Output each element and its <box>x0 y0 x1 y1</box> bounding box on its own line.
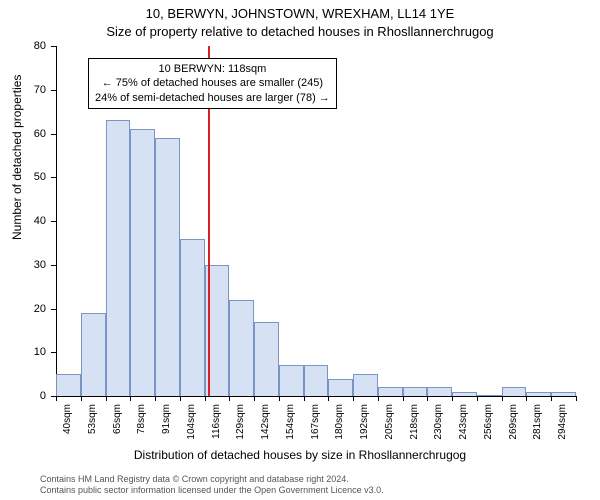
xtick-label: 243sqm <box>458 404 469 444</box>
xtick-mark <box>502 396 503 401</box>
histogram-bar <box>378 387 403 396</box>
xtick-mark <box>180 396 181 401</box>
histogram-bar <box>304 365 329 396</box>
histogram-bar <box>353 374 378 396</box>
histogram-bar <box>502 387 527 396</box>
histogram-bar <box>328 379 353 397</box>
xtick-label: 256sqm <box>483 404 494 444</box>
histogram-bar <box>526 392 551 396</box>
histogram-bar <box>180 239 205 397</box>
histogram-bar <box>254 322 279 396</box>
xtick-label: 294sqm <box>557 404 568 444</box>
xtick-label: 78sqm <box>136 404 147 444</box>
xtick-mark <box>551 396 552 401</box>
ytick-mark <box>51 177 56 178</box>
ytick-label: 60 <box>6 128 46 140</box>
ytick-label: 50 <box>6 171 46 183</box>
ytick-mark <box>51 352 56 353</box>
annotation-line2: ← 75% of detached houses are smaller (24… <box>95 76 330 90</box>
ytick-mark <box>51 265 56 266</box>
xtick-label: 40sqm <box>62 404 73 444</box>
ytick-label: 40 <box>6 215 46 227</box>
xtick-mark <box>130 396 131 401</box>
ytick-label: 30 <box>6 259 46 271</box>
xtick-mark <box>229 396 230 401</box>
histogram-bar <box>81 313 106 396</box>
annotation-box: 10 BERWYN: 118sqm← 75% of detached house… <box>88 58 337 109</box>
footer-line1: Contains HM Land Registry data © Crown c… <box>40 474 384 485</box>
x-axis-label: Distribution of detached houses by size … <box>0 448 600 462</box>
histogram-bar <box>155 138 180 396</box>
xtick-mark <box>576 396 577 401</box>
y-axis-line <box>56 46 57 396</box>
xtick-mark <box>56 396 57 401</box>
xtick-mark <box>304 396 305 401</box>
xtick-mark <box>279 396 280 401</box>
xtick-label: 269sqm <box>508 404 519 444</box>
ytick-mark <box>51 221 56 222</box>
xtick-label: 230sqm <box>433 404 444 444</box>
xtick-label: 167sqm <box>310 404 321 444</box>
histogram-bar <box>130 129 155 396</box>
ytick-mark <box>51 90 56 91</box>
xtick-label: 129sqm <box>235 404 246 444</box>
xtick-mark <box>106 396 107 401</box>
xtick-mark <box>378 396 379 401</box>
xtick-label: 180sqm <box>334 404 345 444</box>
xtick-mark <box>254 396 255 401</box>
xtick-mark <box>81 396 82 401</box>
histogram-bar <box>229 300 254 396</box>
annotation-line3: 24% of semi-detached houses are larger (… <box>95 91 330 105</box>
histogram-bar <box>106 120 131 396</box>
xtick-mark <box>353 396 354 401</box>
xtick-mark <box>155 396 156 401</box>
xtick-mark <box>427 396 428 401</box>
histogram-bar <box>403 387 428 396</box>
footer-attribution: Contains HM Land Registry data © Crown c… <box>40 474 384 496</box>
xtick-label: 53sqm <box>87 404 98 444</box>
xtick-label: 281sqm <box>532 404 543 444</box>
ytick-label: 70 <box>6 84 46 96</box>
xtick-label: 205sqm <box>384 404 395 444</box>
xtick-label: 142sqm <box>260 404 271 444</box>
chart-subtitle: Size of property relative to detached ho… <box>0 24 600 39</box>
ytick-mark <box>51 309 56 310</box>
ytick-label: 20 <box>6 303 46 315</box>
xtick-mark <box>526 396 527 401</box>
histogram-bar <box>427 387 452 396</box>
ytick-label: 80 <box>6 40 46 52</box>
xtick-mark <box>328 396 329 401</box>
xtick-label: 218sqm <box>409 404 420 444</box>
plot-area: 0102030405060708040sqm53sqm65sqm78sqm91s… <box>56 46 576 396</box>
ytick-mark <box>51 134 56 135</box>
xtick-label: 192sqm <box>359 404 370 444</box>
histogram-bar <box>279 365 304 396</box>
xtick-mark <box>403 396 404 401</box>
ytick-mark <box>51 46 56 47</box>
histogram-bar <box>56 374 81 396</box>
ytick-label: 0 <box>6 390 46 402</box>
histogram-bar <box>452 392 477 396</box>
xtick-mark <box>452 396 453 401</box>
xtick-label: 154sqm <box>285 404 296 444</box>
footer-line2: Contains public sector information licen… <box>40 485 384 496</box>
xtick-label: 104sqm <box>186 404 197 444</box>
histogram-bar <box>551 392 576 396</box>
annotation-line1: 10 BERWYN: 118sqm <box>95 62 330 76</box>
ytick-label: 10 <box>6 346 46 358</box>
chart-address-title: 10, BERWYN, JOHNSTOWN, WREXHAM, LL14 1YE <box>0 6 600 21</box>
xtick-label: 116sqm <box>211 404 222 444</box>
xtick-mark <box>205 396 206 401</box>
xtick-mark <box>477 396 478 401</box>
histogram-bar <box>477 395 502 396</box>
chart-container: 10, BERWYN, JOHNSTOWN, WREXHAM, LL14 1YE… <box>0 0 600 500</box>
xtick-label: 65sqm <box>112 404 123 444</box>
xtick-label: 91sqm <box>161 404 172 444</box>
x-axis-line <box>56 396 576 397</box>
